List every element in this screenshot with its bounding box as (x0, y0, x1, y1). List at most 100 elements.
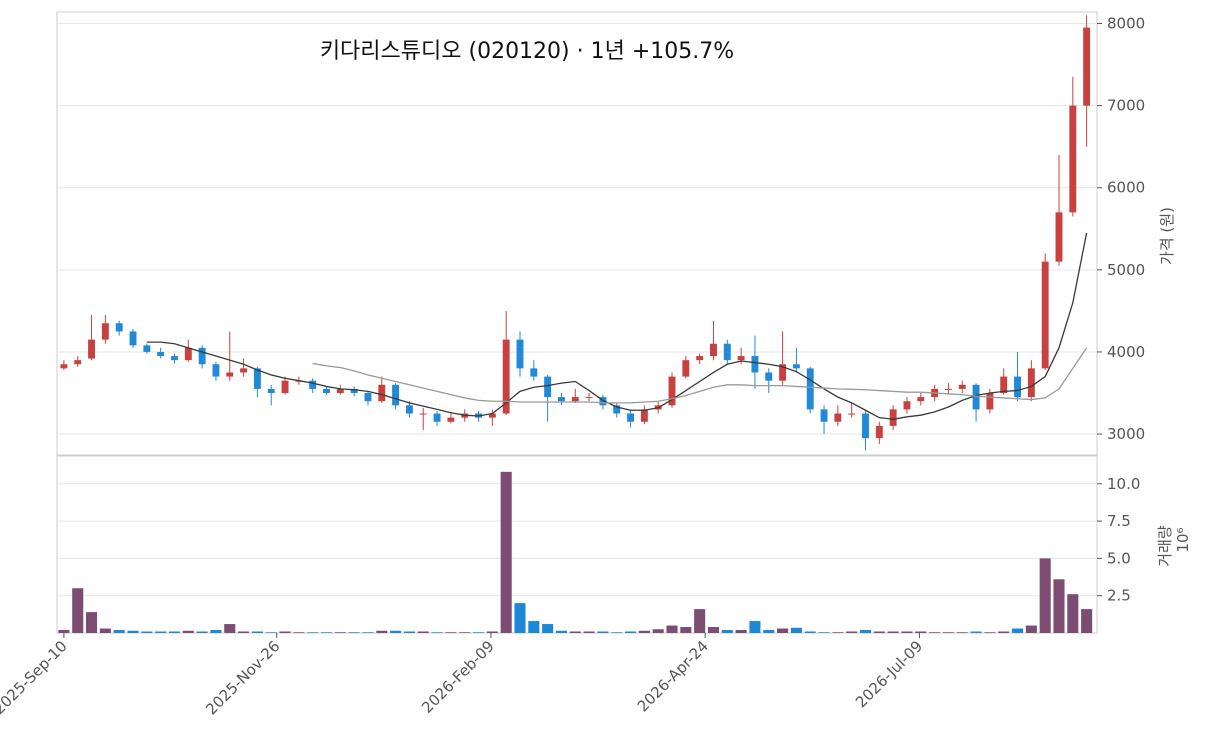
candle-body (1055, 212, 1063, 262)
y-axis-label: 거래량 (1156, 525, 1174, 567)
y-tick-label: 8000 (1107, 14, 1145, 32)
volume-bar (1025, 625, 1037, 633)
volume-bar (293, 632, 305, 633)
candle-body (820, 409, 828, 422)
volume-bar (804, 631, 816, 633)
volume-bar (846, 631, 858, 633)
volume-bar (431, 632, 443, 633)
volume-bar (970, 631, 982, 633)
candle-body (171, 356, 178, 361)
volume-bar (790, 627, 802, 633)
volume-bar (459, 632, 471, 633)
candle-body (765, 372, 773, 381)
volume-bar (528, 621, 540, 633)
candle-body (240, 368, 248, 373)
volume-bar (127, 630, 139, 633)
volume-bar (500, 471, 512, 633)
candle-body (60, 364, 68, 369)
candle-body (696, 356, 704, 361)
x-tick-label: 2026-Feb-09 (418, 637, 498, 717)
volume-bar (707, 627, 720, 633)
volume-bar (362, 632, 374, 633)
volume-bar (942, 632, 954, 633)
volume-bar (99, 628, 111, 633)
volume-bar (1039, 558, 1051, 633)
candle-body (267, 388, 275, 394)
volume-bar (390, 630, 402, 633)
candle-body (944, 388, 952, 390)
volume-bar (348, 632, 360, 633)
volume-bar (334, 632, 346, 633)
volume-bar (583, 631, 595, 633)
volume-bar (265, 632, 277, 633)
candle-body (917, 397, 925, 402)
candle-body (516, 339, 524, 369)
y-tick-label: 3000 (1107, 425, 1145, 443)
volume-bar (625, 631, 637, 633)
candle-body (571, 397, 579, 402)
candle-body (640, 409, 648, 422)
volume-bar (777, 628, 789, 633)
volume-bar (597, 631, 609, 633)
candle-body (129, 331, 137, 346)
volume-bar (763, 630, 775, 633)
y-tick-label: 4000 (1107, 343, 1145, 361)
volume-bar (251, 631, 263, 633)
volume-bar (86, 612, 98, 633)
candle-body (323, 388, 330, 394)
candle-body (627, 413, 635, 422)
volume-bar (611, 632, 623, 633)
volume-bar (555, 630, 567, 633)
candle-body (392, 384, 400, 406)
volume-bar (72, 588, 84, 633)
candle-body (364, 393, 372, 402)
volume-bar (915, 631, 927, 633)
volume-bar (873, 631, 885, 633)
volume-bar (168, 631, 181, 633)
candle-body (350, 388, 358, 394)
volume-bar (721, 630, 733, 633)
volume-bar (514, 603, 526, 633)
volume-bar (818, 632, 830, 633)
candle-body (1069, 105, 1077, 213)
candle-body (88, 339, 96, 359)
candle-body (668, 376, 676, 406)
candle-body (101, 323, 109, 340)
volume-bar (445, 632, 457, 633)
chart-title: 키다리스튜디오 (020120) · 1년 +105.7% (320, 39, 734, 64)
x-tick-label: 2025-Nov-26 (202, 637, 283, 718)
candle-body (1083, 27, 1091, 106)
candle-body (226, 372, 234, 377)
candle-body (309, 380, 317, 389)
volume-bar (956, 632, 968, 633)
volume-bar (1081, 609, 1093, 633)
moving-average (312, 347, 1088, 404)
x-tick-label: 2026-Apr-24 (634, 637, 712, 715)
candle-body (710, 343, 717, 357)
volume-bar (182, 630, 194, 633)
candle-body (502, 339, 510, 414)
candle-body (544, 376, 552, 398)
candle-body (806, 368, 814, 410)
volume-bar (832, 632, 844, 633)
price-panel (56, 11, 1098, 456)
volume-panel (56, 455, 1098, 634)
volume-bar (901, 631, 913, 633)
candle-body (1041, 261, 1049, 369)
candle-body (848, 413, 856, 415)
volume-bar (984, 632, 996, 633)
volume-bar (141, 631, 153, 633)
y-tick-label: 6000 (1107, 179, 1145, 197)
volume-bar (1067, 594, 1079, 633)
volume-bar (486, 631, 498, 633)
candle-body (958, 384, 966, 389)
volume-bar (210, 630, 222, 633)
volume-bar (113, 630, 125, 633)
candle-body (488, 413, 496, 418)
volume-bar (376, 630, 388, 633)
candle-body (530, 368, 538, 377)
candle-body (751, 356, 759, 373)
candle-body (613, 405, 621, 414)
candle-body (1000, 376, 1008, 394)
